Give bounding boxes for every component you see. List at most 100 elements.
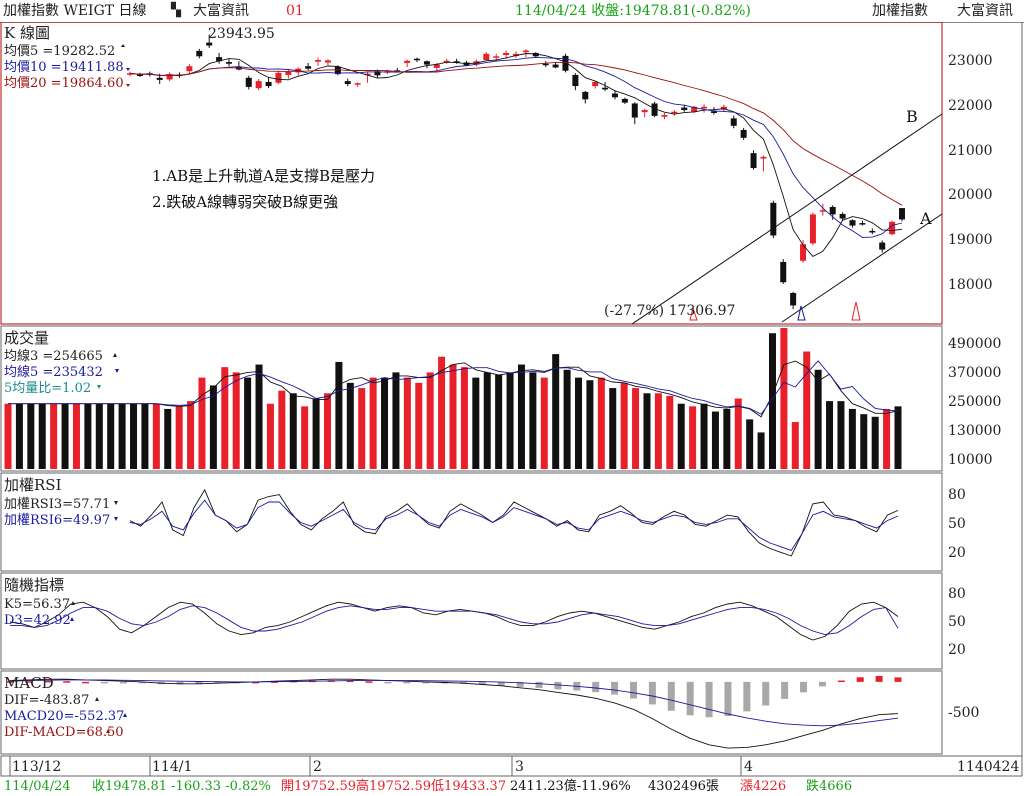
down-arrow-icon [126, 84, 130, 87]
candle-body [770, 202, 777, 236]
candle-body [275, 72, 282, 83]
volume-bar [597, 377, 605, 469]
ma10-line [129, 56, 903, 238]
macd-histogram-bar [63, 681, 71, 683]
up-arrow-icon [123, 713, 127, 717]
macd-histogram-bar [195, 681, 203, 685]
candle-body [344, 81, 351, 85]
candle-body [750, 153, 757, 169]
volume-bar [198, 377, 206, 469]
volume-ma5-line [8, 360, 899, 415]
macd-signal-line [9, 679, 899, 727]
macd-histogram-bar [724, 681, 732, 716]
y-tick: 21000 [948, 143, 993, 159]
macd-histogram-bar [478, 681, 486, 685]
volume-frame [0, 325, 943, 472]
candle-body [315, 60, 322, 62]
volume-bar [768, 333, 776, 469]
macd-histogram-bar [252, 681, 260, 684]
volume-bar [358, 388, 366, 469]
macd-histogram-bar [25, 681, 33, 683]
right-index-label: 加權指數 [872, 3, 928, 19]
macd-histogram-bar [667, 681, 675, 711]
up-arrow-icon [121, 44, 125, 47]
ma10-label: 均價10 =19411.88 [4, 60, 124, 75]
macd-histogram-bar [800, 681, 808, 693]
bottom-bar: 114/04/24 收19478.81 -160.33 -0.82% 開1975… [0, 778, 1024, 796]
kd-title: 隨機指標 [4, 576, 64, 594]
up-arrow-icon [70, 617, 74, 621]
bottom-amount: 2411.23億-11.96% [510, 779, 631, 794]
candle-body [493, 56, 500, 58]
up-arrow-icon [106, 729, 110, 733]
y-tick: 19000 [948, 232, 993, 248]
volume-bar [323, 393, 331, 469]
macd-frame [0, 670, 943, 755]
grid-dots-icon[interactable]: ▚ [171, 3, 181, 18]
volume-bar [312, 398, 320, 469]
candle-body [136, 74, 143, 76]
k5-line [9, 601, 899, 641]
candle-body [552, 64, 559, 68]
candle-body [513, 53, 519, 56]
chart-area[interactable]: B A K 線圖 均價5 =19282.52 均價10 =19411.88 均價… [0, 22, 1024, 778]
volume-bar [152, 403, 160, 469]
up-arrow-icon [95, 697, 99, 701]
dif-label: DIF=-483.87 [4, 693, 89, 708]
macd-histogram-bar [818, 681, 826, 687]
y-tick: 10000 [948, 452, 993, 468]
candle-body [285, 72, 292, 75]
y-tick: 18000 [948, 277, 993, 293]
volume-bar [563, 369, 571, 469]
candle-body [819, 210, 826, 212]
candle-body [532, 52, 539, 57]
ma20-line [129, 61, 903, 206]
volume-bar [346, 382, 354, 469]
candle-body [334, 66, 341, 75]
volume-bar [72, 403, 80, 469]
vol-ratio-label: 5均量比=1.02 [4, 381, 91, 396]
macd-histogram-bar [837, 680, 845, 683]
candle-body [879, 242, 886, 250]
macd-histogram-bar [176, 681, 184, 685]
candle-body [522, 50, 529, 53]
volume-bar [38, 403, 46, 469]
y-tick: 50 [948, 516, 966, 532]
stock-code[interactable]: 01 [286, 3, 304, 19]
candle-body [483, 53, 490, 61]
volume-bar [883, 408, 891, 469]
macd20-label: MACD20=-552.37 [4, 709, 124, 724]
candle-body [443, 60, 450, 63]
marker-triangle [689, 306, 698, 321]
macd-histogram-bar [119, 681, 127, 684]
volume-bar [552, 354, 560, 469]
candle-body [414, 58, 421, 61]
down-arrow-icon [126, 68, 130, 71]
y-tick: 130000 [948, 423, 1001, 439]
volume-bar [335, 361, 343, 469]
macd-histogram-bar [743, 681, 751, 712]
volume-bar [15, 403, 23, 469]
candle-body [216, 57, 223, 62]
volume-bar [27, 403, 35, 469]
d3-line [10, 605, 899, 636]
candle-body [760, 156, 767, 159]
volume-bar [301, 406, 309, 469]
volume-bar [643, 393, 651, 469]
y-tick: 23000 [948, 53, 993, 69]
volume-bar [118, 403, 126, 469]
volume-bar [632, 388, 640, 469]
volume-bar [95, 403, 103, 469]
volume-bar [666, 395, 674, 469]
x-axis-right: 1140424 [957, 759, 1019, 775]
brand-label: 大富資訊 [193, 3, 249, 19]
vol-ma3-label: 均線3 =254665 [4, 348, 103, 364]
macd-histogram-bar [82, 681, 90, 684]
candle-body [562, 55, 569, 71]
volume-bar [187, 401, 195, 469]
y-tick: -500 [948, 705, 979, 721]
down-arrow-icon [97, 385, 101, 389]
bottom-date: 114/04/24 [4, 779, 71, 794]
d3-label: D3=42.92 [4, 613, 71, 628]
macd-histogram-bar [44, 680, 52, 683]
